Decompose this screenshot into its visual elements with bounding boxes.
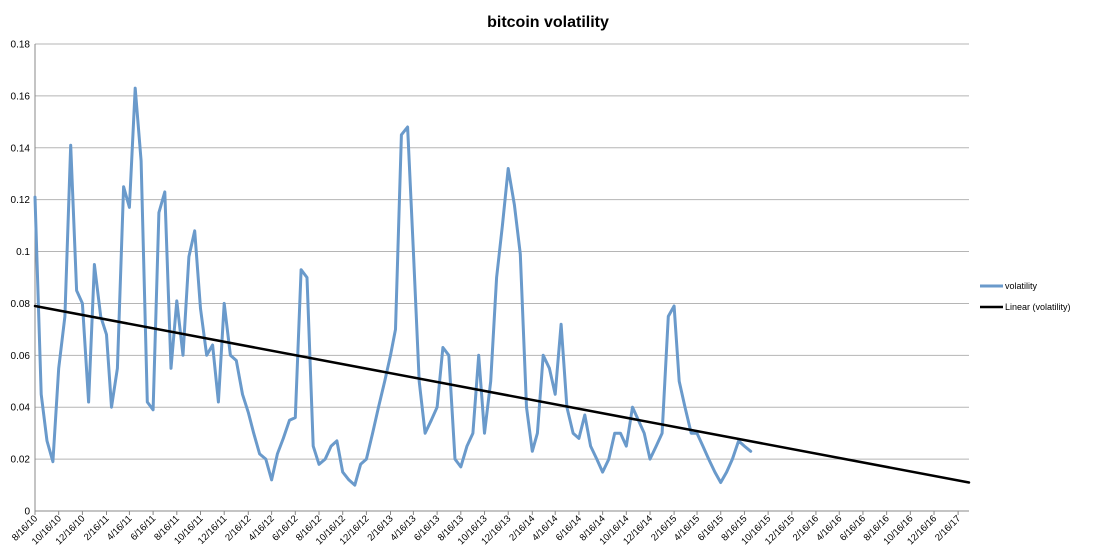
grid — [35, 43, 969, 460]
legend-label: Linear (volatility) — [1005, 302, 1071, 312]
legend-label: volatility — [1005, 281, 1038, 291]
y-tick-label: 0.02 — [11, 455, 31, 466]
series-line-volatility — [33, 86, 753, 487]
y-tick-label: 0.06 — [11, 351, 31, 362]
y-tick-label: 0.12 — [11, 195, 31, 206]
y-tick-label: 0.18 — [11, 40, 31, 51]
x-axis-ticks: 8/16/1010/16/1012/16/102/16/114/16/116/1… — [10, 511, 963, 547]
x-tick-label: 4/16/11 — [105, 513, 135, 543]
y-tick-label: 0.1 — [16, 247, 30, 258]
y-tick-label: 0 — [24, 507, 30, 518]
trendline-linear-volatility — [33, 304, 971, 484]
y-tick-label: 0.04 — [11, 403, 31, 414]
x-tick-label: 6/16/11 — [129, 513, 159, 543]
chart-title: bitcoin volatility — [487, 14, 609, 31]
y-tick-label: 0.08 — [11, 299, 31, 310]
x-tick-label: 2/16/17 — [933, 513, 963, 543]
y-tick-label: 0.16 — [11, 91, 31, 102]
y-tick-label: 0.14 — [11, 143, 31, 154]
y-axis-ticks: 0 0.02 0.04 0.06 0.08 0.1 0.12 0.14 0.16 0.18 — [11, 40, 31, 518]
legend: volatility Linear (volatility) — [980, 281, 1071, 312]
series-layer — [33, 86, 971, 487]
